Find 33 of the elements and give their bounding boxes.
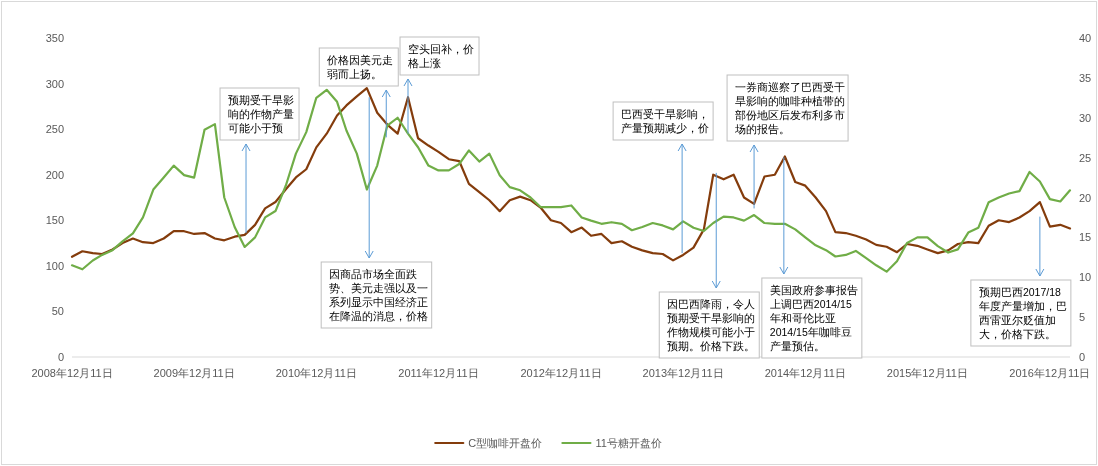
y-tick-label: 250 xyxy=(45,123,64,136)
x-tick-label: 2014年12月11日 xyxy=(764,367,846,379)
x-tick-label: 2013年12月11日 xyxy=(642,367,724,379)
y2-tick-label: 5 xyxy=(1079,311,1086,324)
annotation: 美国政府参事报告上调巴西2014/15年和哥伦比亚2014/15年咖啡豆产量预估。 xyxy=(769,284,858,352)
annotation: 预期受干旱影响的作物产量可能小于预 xyxy=(228,94,295,134)
legend-label: 11号糖开盘价 xyxy=(595,437,662,449)
y2-tick-label: 10 xyxy=(1079,271,1092,284)
y2-tick-label: 0 xyxy=(1079,351,1086,363)
y-tick-label: 150 xyxy=(45,214,64,227)
legend-label: C型咖啡开盘价 xyxy=(468,437,543,449)
y-tick-label: 100 xyxy=(45,259,64,272)
x-tick-label: 2012年12月11日 xyxy=(520,367,602,379)
x-tick-label: 2009年12月11日 xyxy=(153,367,235,379)
x-tick-label: 2016年12月11日 xyxy=(1009,367,1091,379)
annotation: 一券商巡察了巴西受干旱影响的咖啡种植带的部份地区后发布利多市场的报告。 xyxy=(734,81,846,135)
y2-tick-label: 20 xyxy=(1079,191,1092,204)
y2-tick-label: 40 xyxy=(1079,32,1092,44)
x-tick-label: 2011年12月11日 xyxy=(398,367,479,379)
y-tick-label: 50 xyxy=(51,305,64,318)
annotation: 因商品市场全面跌势、美元走强以及一系列显示中国经济正在降温的消息，价格 xyxy=(329,268,429,322)
y2-tick-label: 25 xyxy=(1079,151,1092,164)
y-tick-label: 200 xyxy=(45,168,64,181)
x-tick-label: 2008年12月11日 xyxy=(31,367,113,379)
y-tick-label: 350 xyxy=(45,32,64,44)
x-tick-label: 2010年12月11日 xyxy=(275,367,357,379)
y-tick-label: 0 xyxy=(57,351,64,363)
annotation: 空头回补，价格上涨 xyxy=(407,43,475,69)
y-tick-label: 300 xyxy=(45,77,64,90)
y2-tick-label: 15 xyxy=(1079,231,1092,244)
y2-tick-label: 30 xyxy=(1079,111,1092,124)
y2-tick-label: 35 xyxy=(1079,71,1092,84)
x-tick-label: 2015年12月11日 xyxy=(886,367,968,379)
